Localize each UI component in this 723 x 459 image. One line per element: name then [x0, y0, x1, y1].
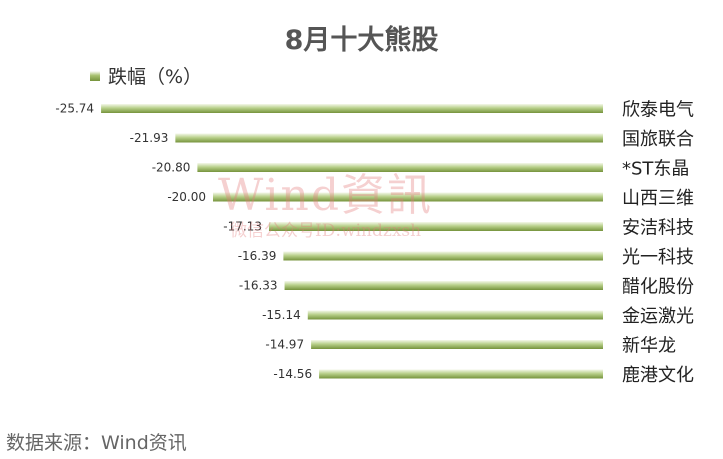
value-label: -16.33: [239, 279, 278, 293]
category-label: 安洁科技: [622, 218, 694, 239]
bar: [101, 104, 603, 113]
value-label: -17.13: [223, 220, 262, 234]
bar: [307, 310, 603, 320]
bar: [213, 192, 603, 202]
bar: [197, 163, 603, 172]
value-label: -14.97: [265, 338, 304, 352]
legend: 跌幅（%）: [90, 62, 202, 89]
category-label: *ST东晶: [622, 159, 689, 180]
bar: [175, 133, 604, 143]
category-label: 鹿港文化: [622, 365, 694, 386]
value-label: -21.93: [130, 131, 169, 145]
value-label: -20.00: [167, 190, 206, 204]
bar: [319, 369, 603, 379]
category-label: 国旅联合: [622, 129, 694, 150]
bar: [268, 222, 603, 231]
bars-layer: -25.74 欣泰电气 -21.93 国旅联合 -20.80 *ST东晶 -20.00 山西三…: [55, 100, 694, 387]
value-label: -20.80: [152, 161, 191, 175]
bar: [283, 251, 603, 261]
chart-title: 8月十大熊股: [284, 25, 439, 56]
value-label: -25.74: [55, 102, 94, 116]
category-label: 新华龙: [622, 336, 676, 357]
value-label: -14.56: [273, 367, 312, 381]
value-label: -16.39: [238, 249, 277, 263]
source-note: 数据来源：Wind资讯: [6, 432, 187, 454]
category-label: 山西三维: [622, 188, 694, 209]
bar: [311, 340, 603, 349]
category-label: 欣泰电气: [622, 100, 694, 121]
bar: [284, 281, 603, 290]
value-label: -15.14: [262, 308, 301, 322]
legend-swatch: [90, 70, 100, 81]
legend-label: 跌幅（%）: [108, 66, 203, 88]
category-label: 金运激光: [622, 306, 694, 327]
category-label: 醋化股份: [622, 277, 694, 298]
category-label: 光一科技: [622, 247, 694, 268]
